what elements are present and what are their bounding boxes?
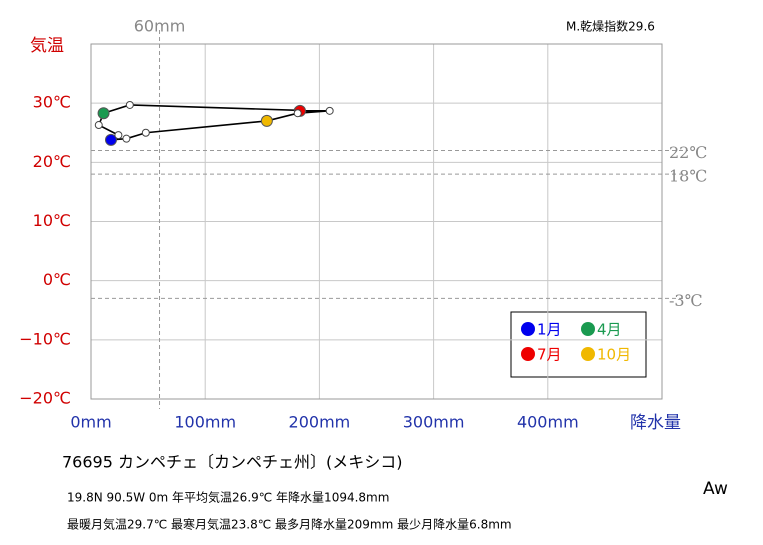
- highlight-point: [260, 114, 273, 127]
- y-axis-title: 気温: [30, 36, 64, 56]
- info-line: 最暖月気温29.7℃ 最寒月気温23.8℃ 最多月降水量209mm 最少月降水量…: [67, 517, 512, 532]
- y-tick-label: 0℃: [43, 270, 71, 289]
- legend-marker: [521, 322, 535, 336]
- x-axis-title: 降水量: [630, 413, 681, 433]
- y-tick-label: 30℃: [33, 93, 71, 112]
- station-title: 76695 カンペチェ〔カンペチェ州〕(メキシコ): [62, 453, 402, 472]
- highlight-point: [97, 107, 110, 120]
- legend-marker: [581, 322, 595, 336]
- x-tick-label: 100mm: [174, 413, 236, 432]
- legend-label: 4月: [597, 321, 622, 339]
- month-point: [114, 131, 123, 140]
- x-tick-label: 200mm: [289, 413, 351, 432]
- month-point: [141, 128, 150, 137]
- reference-label: 18℃: [669, 167, 707, 186]
- legend-label: 10月: [597, 346, 631, 364]
- month-point: [94, 121, 103, 130]
- month-point: [125, 100, 134, 109]
- climate-class: Aw: [703, 479, 728, 499]
- y-tick-label: −10℃: [19, 329, 71, 348]
- y-tick-label: 10℃: [33, 211, 71, 230]
- plot-border: [90, 43, 663, 400]
- highlight-point: [104, 133, 117, 146]
- reference-label: 22℃: [669, 143, 707, 162]
- legend-label: 7月: [537, 346, 562, 364]
- legend-box: [510, 311, 647, 378]
- legend-marker: [581, 347, 595, 361]
- y-tick-label: −20℃: [19, 389, 71, 408]
- info-line: 19.8N 90.5W 0m 年平均気温26.9℃ 年降水量1094.8mm: [67, 490, 389, 505]
- legend-label: 1月: [537, 321, 562, 339]
- month-point: [325, 106, 334, 115]
- month-point: [122, 134, 131, 143]
- month-point: [293, 109, 302, 118]
- y-tick-label: 20℃: [33, 152, 71, 171]
- reference-label: -3℃: [669, 291, 702, 310]
- legend-marker: [521, 347, 535, 361]
- dryness-index: M.乾燥指数29.6: [566, 19, 655, 34]
- x-tick-label: 400mm: [517, 413, 579, 432]
- x-tick-label: 300mm: [403, 413, 465, 432]
- reference-label: 60mm: [134, 17, 186, 36]
- x-tick-label: 0mm: [70, 413, 111, 432]
